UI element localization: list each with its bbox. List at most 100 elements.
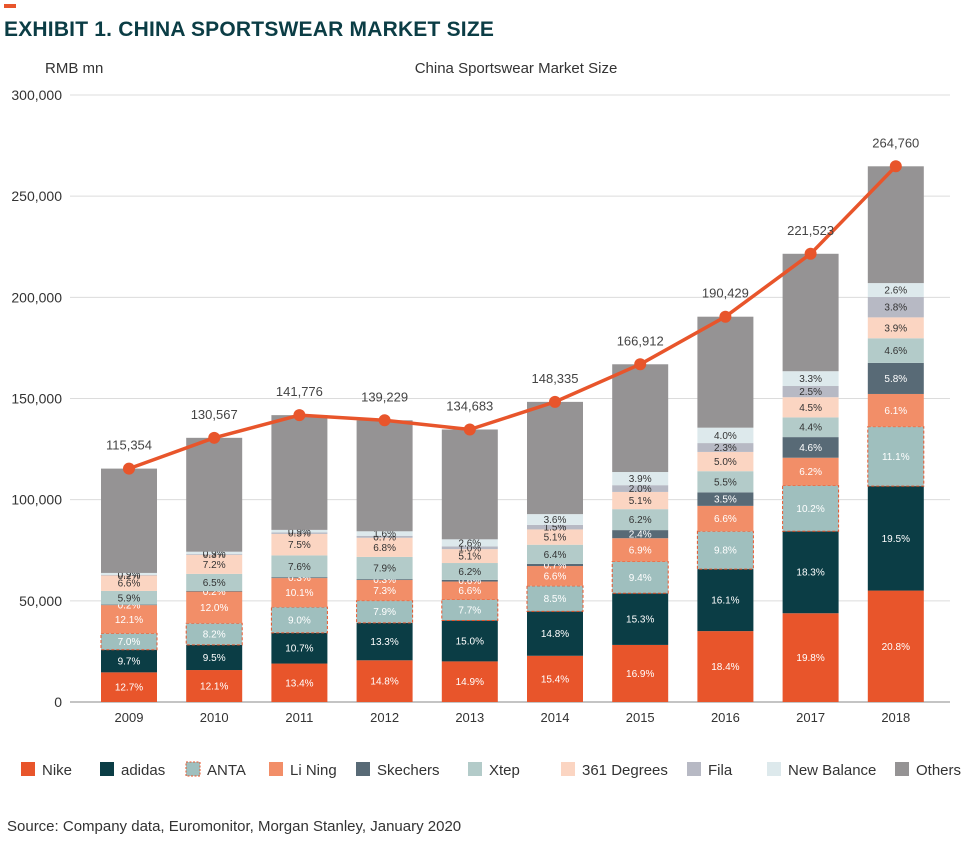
bar-segment-li-ning (527, 566, 583, 586)
legend-swatch (185, 761, 201, 777)
bar-segment-anta (270, 606, 328, 634)
segment-label: 15.4% (541, 674, 569, 685)
segment-label: 0.2% (118, 600, 141, 611)
segment-label: 5.1% (544, 533, 567, 544)
total-marker (293, 409, 306, 422)
total-marker (123, 462, 135, 475)
bar-segment-new-balance (356, 531, 413, 536)
x-tick-label: 2016 (711, 710, 740, 725)
legend-label: 361 Degrees (582, 762, 668, 779)
bar-segment-361-degrees (441, 549, 498, 564)
legend-swatch (468, 762, 482, 776)
bar-segment-xtep (612, 509, 669, 531)
y-axis-title: RMB mn (45, 60, 103, 77)
bar-segment-new-balance (697, 427, 754, 444)
bar-segment-nike (782, 613, 839, 702)
segment-label: 7.0% (118, 637, 141, 648)
bar-segment-xtep (356, 556, 413, 580)
bar-segment-skechers (782, 437, 839, 458)
segment-label: 2.6% (458, 538, 481, 549)
bar-segment-others (782, 253, 839, 372)
bar-segment-skechers (101, 604, 157, 606)
bar-segment-361-degrees (101, 575, 157, 591)
bar-segment-nike (271, 663, 328, 702)
segment-label: 0.2% (118, 571, 141, 582)
bar-segment-xtep (527, 544, 583, 564)
exhibit-title: EXHIBIT 1. CHINA SPORTSWEAR MARKET SIZE (4, 18, 495, 41)
segment-label: 13.3% (370, 637, 398, 648)
bar-segment-xtep (271, 555, 328, 578)
bar-segment-adidas (782, 531, 839, 614)
bar-segment-fila (612, 485, 669, 492)
bar-segment-skechers (186, 590, 243, 592)
bar-segment-li-ning (782, 457, 839, 486)
bar-segment-adidas (697, 569, 754, 632)
bar-segment-nike (186, 670, 243, 702)
top-accent-bar (4, 4, 16, 8)
legend-swatch (356, 762, 370, 776)
segment-label: 3.6% (544, 515, 567, 526)
segment-label: 19.8% (796, 653, 824, 664)
bar-segment-361-degrees (271, 533, 328, 556)
segment-label: 12.7% (115, 683, 143, 694)
bar-segment-adidas (186, 644, 243, 671)
legend-label: New Balance (788, 762, 876, 779)
legend-label: Fila (708, 762, 733, 779)
segment-label: 2.0% (629, 484, 652, 495)
bar-segment-nike (867, 590, 924, 702)
bar-segment-xtep (697, 471, 754, 493)
bar-segment-xtep (101, 590, 157, 605)
bar-segment-others (101, 468, 157, 573)
x-tick-label: 2013 (455, 710, 484, 725)
segment-label: 6.6% (544, 571, 567, 582)
total-label: 148,335 (532, 371, 579, 386)
segment-label: 11.1% (882, 452, 910, 463)
y-axis-ticks: 0 50,000 100,000 150,000 200,000 250,000 300,0… (11, 87, 62, 710)
bar-segment-fila (867, 297, 924, 318)
bar-segment-anta (526, 585, 584, 612)
bar-segment-adidas (441, 620, 498, 662)
bar-segment-fila (441, 546, 498, 550)
segment-label: 0.3% (288, 573, 311, 584)
total-label: 134,683 (446, 398, 493, 413)
bar-segment-nike (697, 631, 754, 702)
bar-segment-anta (867, 426, 925, 487)
segment-label: 6.2% (629, 515, 652, 526)
bar-segment-others (441, 429, 498, 540)
segment-label: 6.6% (118, 579, 141, 590)
source-note: Source: Company data, Euromonitor, Morga… (7, 818, 462, 835)
segment-label: 4.6% (884, 346, 907, 357)
segment-label: 5.1% (458, 552, 481, 563)
bar-segment-new-balance (271, 529, 328, 533)
y-tick-label: 250,000 (11, 188, 62, 204)
segment-label: 1.0% (458, 543, 481, 554)
bar-segment-others (186, 437, 243, 552)
segment-label: 7.2% (203, 560, 226, 571)
bar-segment-skechers (271, 577, 328, 579)
bar-segment-adidas (101, 649, 157, 673)
segment-label: 5.1% (629, 496, 652, 507)
segment-label: 8.5% (544, 594, 567, 605)
segment-label: 5.0% (714, 457, 737, 468)
bar-segment-361-degrees (612, 491, 669, 510)
segment-label: 0.3% (373, 575, 396, 586)
segment-label: 16.1% (711, 596, 739, 607)
bar-segment-nike (612, 644, 669, 702)
segment-label: 16.9% (626, 669, 654, 680)
bar-segment-new-balance (612, 472, 669, 486)
bar-segment-li-ning (612, 538, 669, 562)
segment-label: 20.8% (882, 642, 910, 653)
segment-label: 0.9% (203, 548, 226, 559)
segment-label: 12.1% (115, 615, 143, 626)
bar-segment-adidas (612, 593, 669, 645)
segment-label: 15.0% (456, 636, 484, 647)
y-tick-label: 200,000 (11, 289, 62, 305)
segment-label: 14.8% (370, 677, 398, 688)
segment-label: 0.7% (373, 532, 396, 543)
segment-label: 10.7% (285, 644, 313, 655)
bar-segment-nike (441, 661, 498, 702)
total-marker (378, 414, 391, 427)
legend-label: ANTA (207, 762, 246, 779)
y-tick-label: 300,000 (11, 87, 62, 103)
total-label: 166,912 (617, 333, 664, 348)
